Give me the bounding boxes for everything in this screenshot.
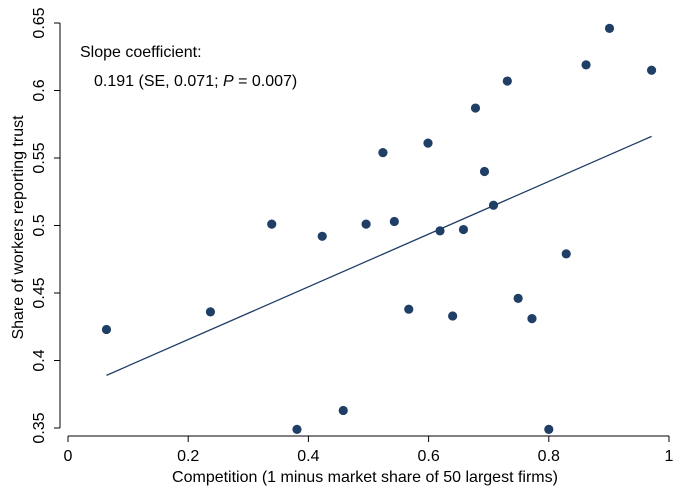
y-tick-label: 0.5	[31, 214, 48, 236]
y-tick-label: 0.6	[31, 79, 48, 101]
points-layer	[101, 23, 657, 434]
x-tick-label: 1	[665, 448, 673, 465]
annotation-title: Slope coefficient:	[80, 44, 202, 61]
y-tick-label: 0.35	[31, 412, 48, 443]
data-point	[544, 424, 554, 434]
x-tick-label: 0.8	[538, 448, 560, 465]
data-point	[101, 324, 112, 335]
y-tick-label: 0.45	[31, 277, 48, 308]
data-point	[292, 424, 302, 434]
data-point	[561, 249, 571, 259]
data-point	[448, 311, 458, 321]
x-tick-label: 0	[64, 448, 73, 465]
x-tick-label: 0.2	[177, 448, 199, 465]
x-axis-label: Competition (1 minus market share of 50 …	[172, 469, 558, 486]
y-axis-label: Share of workers reporting trust	[10, 115, 27, 340]
data-point	[513, 293, 523, 303]
data-point	[338, 405, 348, 416]
data-point	[435, 226, 445, 236]
data-point	[205, 307, 216, 317]
data-point	[378, 148, 388, 158]
data-point	[479, 166, 490, 177]
x-tick-label: 0.4	[297, 448, 319, 465]
data-point	[646, 65, 657, 75]
data-point	[581, 60, 591, 70]
data-point	[389, 216, 399, 227]
data-point	[527, 314, 537, 324]
data-point	[502, 76, 512, 86]
data-point	[604, 23, 615, 33]
y-tick-label: 0.55	[31, 142, 48, 173]
y-tick-label: 0.4	[31, 349, 48, 371]
data-point	[458, 224, 469, 235]
ticks-layer: 0.35 0.4 0.45 0.5 0.55 0.6 0.65 0 0.2 0.4 0.6 0.8 1	[31, 7, 673, 465]
data-point	[423, 138, 433, 148]
annotation-stats-suffix: = 0.007)	[234, 73, 298, 90]
data-point	[488, 200, 499, 210]
data-point	[404, 304, 414, 314]
data-point	[317, 231, 327, 241]
x-tick-label: 0.6	[417, 448, 439, 465]
fit-layer	[106, 135, 652, 376]
data-point	[361, 219, 371, 229]
fitted-regression-line	[106, 135, 652, 376]
y-tick-label: 0.65	[31, 7, 48, 38]
annotation-p-symbol: P	[223, 73, 234, 90]
data-point	[267, 219, 277, 229]
data-point	[470, 103, 481, 113]
annotation-stats-prefix: 0.191 (SE, 0.071;	[94, 73, 223, 90]
annotation-stats: 0.191 (SE, 0.071; P = 0.007)	[94, 73, 297, 90]
